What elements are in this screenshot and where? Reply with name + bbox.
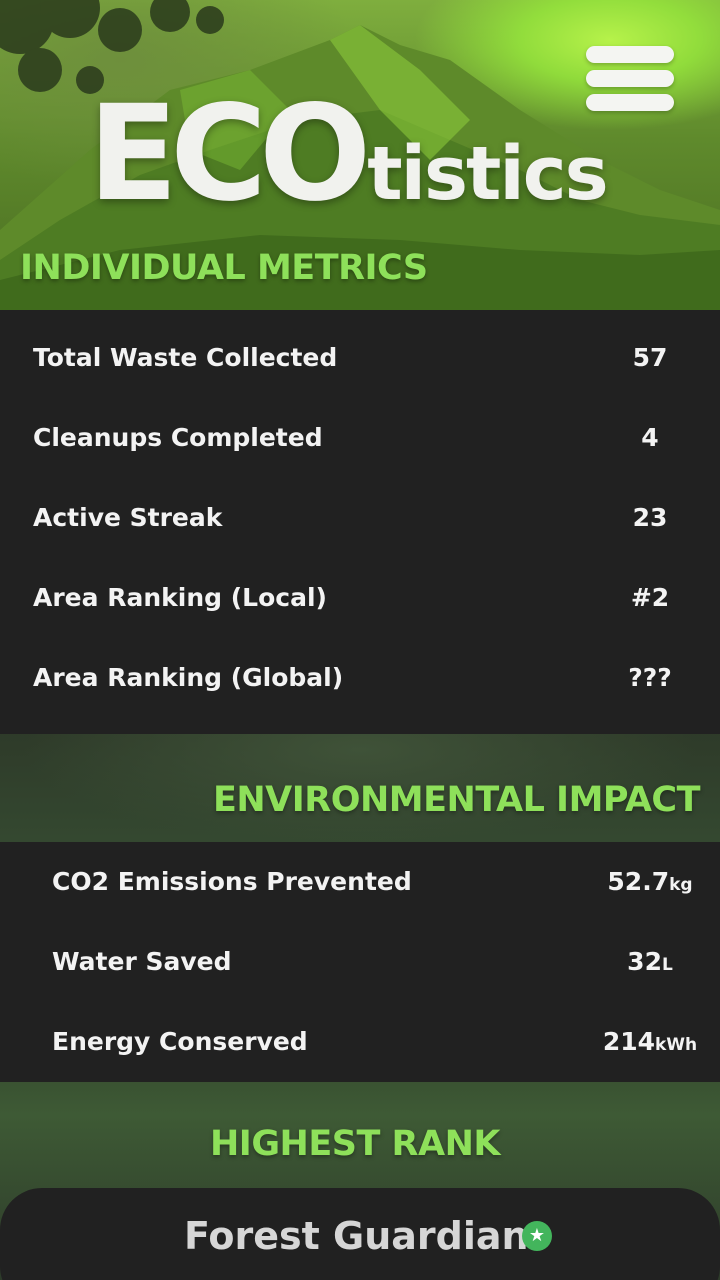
metric-label: Cleanups Completed: [33, 423, 323, 452]
metric-row-area-ranking-global: Area Ranking (Global) ???: [0, 638, 720, 718]
impact-row-energy: Energy Conserved 214kWh: [0, 1002, 720, 1082]
impact-value: 214kWh: [570, 1002, 720, 1082]
impact-value: 52.7kg: [570, 842, 720, 922]
logo-main-text: ECO: [88, 77, 371, 231]
metric-value: 4: [641, 423, 659, 452]
impact-number: 52.7: [607, 867, 670, 896]
individual-metrics-panel: Total Waste Collected 57 Cleanups Comple…: [0, 310, 720, 734]
environmental-impact-title: ENVIRONMENTAL IMPACT: [212, 780, 701, 820]
mountain-illustration: [0, 0, 720, 320]
metric-value: ???: [628, 663, 672, 692]
metric-row-total-waste: Total Waste Collected 57: [0, 318, 720, 398]
impact-number: 32: [627, 947, 662, 976]
metric-label: Area Ranking (Local): [33, 583, 327, 612]
metric-value: 57: [632, 343, 668, 372]
impact-unit: kg: [669, 875, 693, 895]
environmental-impact-panel: CO2 Emissions Prevented 52.7kg Water Sav…: [0, 842, 720, 1082]
metric-row-area-ranking-local: Area Ranking (Local) #2: [0, 558, 720, 638]
impact-label: CO2 Emissions Prevented: [52, 867, 412, 896]
hamburger-menu-icon[interactable]: [586, 46, 674, 112]
app-logo: ECOtistics: [88, 77, 609, 231]
highest-rank-title: HIGHEST RANK: [210, 1124, 500, 1164]
menu-bar-middle: [586, 70, 674, 87]
highest-rank-card[interactable]: [0, 1188, 720, 1280]
rank-name: Forest Guardian: [184, 1214, 529, 1258]
metric-row-active-streak: Active Streak 23: [0, 478, 720, 558]
impact-unit: L: [661, 955, 673, 975]
star-badge-icon: ★: [522, 1221, 552, 1251]
impact-label: Water Saved: [52, 947, 232, 976]
metric-label: Area Ranking (Global): [33, 663, 344, 692]
menu-bar-top: [586, 46, 674, 63]
impact-row-co2: CO2 Emissions Prevented 52.7kg: [0, 842, 720, 922]
impact-row-water: Water Saved 32L: [0, 922, 720, 1002]
metric-row-cleanups: Cleanups Completed 4: [0, 398, 720, 478]
metric-label: Active Streak: [33, 503, 223, 532]
impact-unit: kWh: [655, 1035, 698, 1055]
impact-number: 214: [602, 1027, 655, 1056]
metric-value: #2: [630, 583, 670, 612]
impact-value: 32L: [570, 922, 720, 1002]
individual-metrics-title: INDIVIDUAL METRICS: [20, 248, 428, 288]
logo-suffix-text: tistics: [367, 131, 608, 217]
impact-label: Energy Conserved: [52, 1027, 308, 1056]
menu-bar-bottom: [586, 94, 674, 111]
metric-label: Total Waste Collected: [33, 343, 338, 372]
metric-value: 23: [632, 503, 668, 532]
